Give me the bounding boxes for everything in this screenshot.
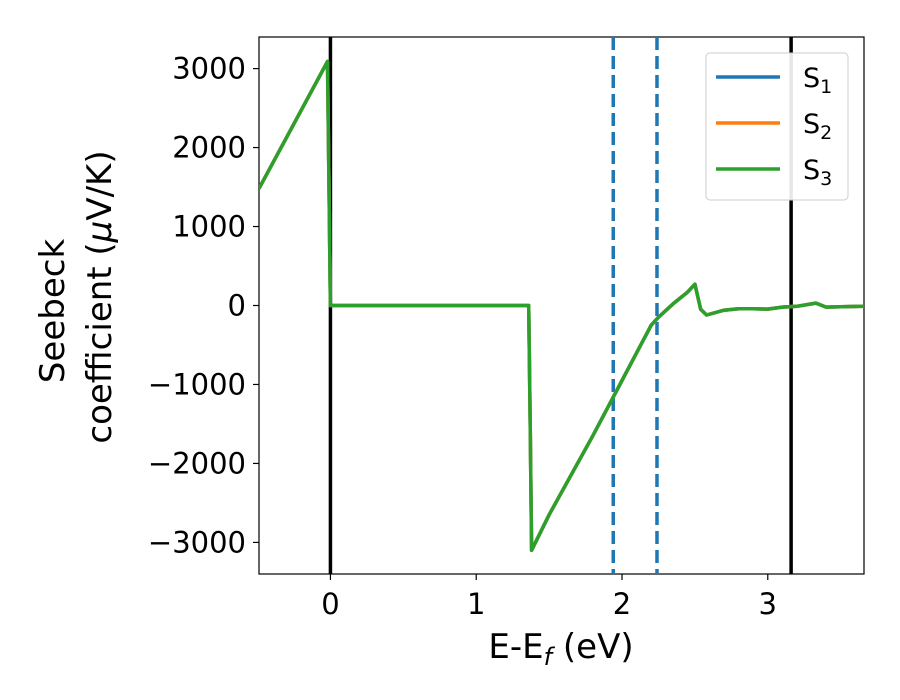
y-tick-label: 3000 — [172, 52, 246, 86]
x-axis-title-unit: (eV) — [552, 627, 634, 667]
y-tick-label: −3000 — [148, 525, 246, 559]
y-tick-label: 0 — [228, 289, 246, 323]
y-axis-ticks: −3000 −2000 −1000 0 1000 2000 3000 — [148, 52, 259, 559]
legend-label-s3: S3 — [803, 155, 832, 190]
x-axis-ticks: 0 1 2 3 — [321, 574, 777, 621]
y-axis-title-line2: coefficient (μV/K) — [80, 150, 120, 443]
legend-label-s1: S1 — [803, 63, 832, 98]
y-axis-title: Seebeck coefficient (μV/K) — [33, 150, 120, 443]
x-tick-label: 0 — [321, 587, 339, 621]
x-axis-title-main: E-E — [488, 627, 543, 667]
y-tick-label: 2000 — [172, 131, 246, 165]
legend: S1 S2 S3 — [705, 52, 849, 201]
y-axis-title-line1: Seebeck — [33, 239, 73, 384]
x-tick-label: 1 — [467, 587, 485, 621]
y-tick-label: −2000 — [148, 446, 246, 480]
y-tick-label: 1000 — [172, 210, 246, 244]
x-axis-title: E-Ef (eV) — [488, 627, 633, 671]
x-tick-label: 2 — [613, 587, 631, 621]
y-tick-label: −1000 — [148, 367, 246, 401]
series-curve-group — [259, 59, 864, 553]
legend-label-s2: S2 — [803, 109, 832, 144]
x-tick-label: 3 — [759, 587, 777, 621]
legend-box — [705, 52, 849, 201]
y-axis-title-mu: μ — [80, 221, 120, 244]
series-line-s3 — [259, 59, 864, 553]
